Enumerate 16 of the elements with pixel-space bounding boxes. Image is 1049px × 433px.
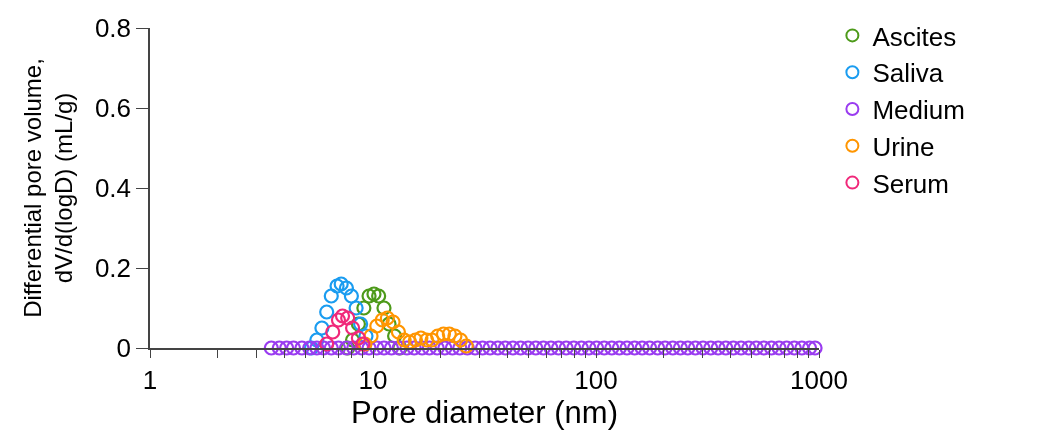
legend-label: Saliva <box>872 58 944 89</box>
y-tick-label: 0.4 <box>94 173 132 204</box>
y-tick-label: 0.2 <box>94 253 132 284</box>
legend-label: Serum <box>872 168 949 199</box>
x-axis-title: Pore diameter (nm) <box>350 394 619 430</box>
legend-label: Ascites <box>872 21 957 52</box>
y-tick-label: 0 <box>116 333 132 364</box>
y-axis-title: Differential pore volume, dV/d(logD) (mL/g) <box>19 58 78 318</box>
x-tick-label: 10 <box>358 364 388 395</box>
y-tick-label: 0.6 <box>94 93 132 124</box>
legend-label: Medium <box>872 95 965 126</box>
x-tick-label: 1000 <box>790 364 848 395</box>
x-tick-label: 1 <box>142 364 158 395</box>
y-tick-label: 0.8 <box>94 13 132 44</box>
legend-label: Urine <box>872 131 935 162</box>
x-tick-label: 100 <box>574 364 618 395</box>
